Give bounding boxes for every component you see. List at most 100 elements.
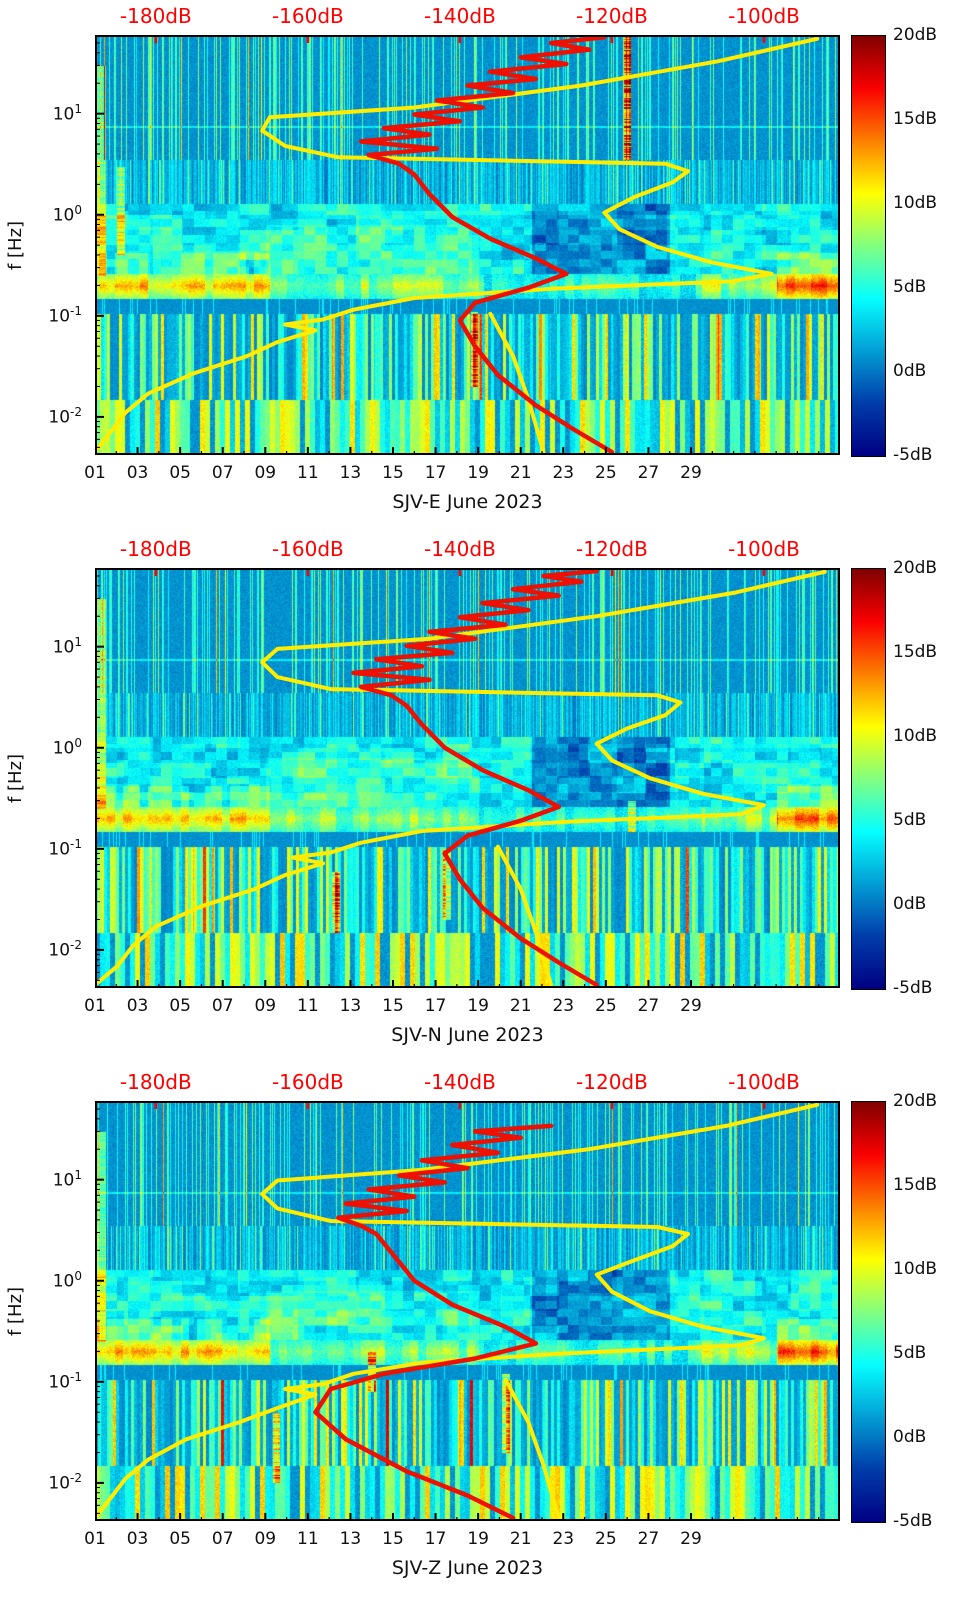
colorbar-tick-label: 15dB — [893, 1175, 938, 1195]
x-axis-tick-label: 13 — [339, 463, 362, 483]
x-axis-tick-label: 25 — [595, 1529, 617, 1549]
top-axis-tick-label: -100dB — [728, 537, 800, 561]
top-axis-tick-label: -180dB — [119, 4, 192, 28]
curves-and-axes-overlay — [95, 35, 840, 455]
colorbar-tick-label: 10dB — [893, 726, 938, 746]
x-axis-tick-label: 09 — [254, 996, 277, 1016]
x-axis-tick-label: 19 — [467, 463, 489, 483]
x-axis-tick-label: 15 — [382, 996, 404, 1016]
x-axis-tick-label: 09 — [254, 1529, 277, 1549]
y-axis-tick-label: 10-1 — [48, 836, 82, 860]
colorbar-tick-label: 15dB — [893, 642, 938, 662]
x-axis-tick-label: 15 — [382, 1529, 404, 1549]
spectrogram-panel-sjv-n: -180dB -160dB -140dB -120dB -100dB f [Hz] 10… — [0, 533, 962, 1066]
x-axis-tick-label: 25 — [595, 996, 617, 1016]
y-axis-label: f [Hz] — [2, 35, 30, 455]
top-axis-tick-label: -160dB — [271, 1070, 344, 1094]
y-axis-tick-label: 10-2 — [48, 937, 82, 961]
x-axis-tick-label: 27 — [637, 1529, 660, 1549]
plot-frame — [95, 1101, 840, 1521]
y-axis-tick-label: 10-2 — [48, 1470, 82, 1494]
x-axis-tick-label: 09 — [254, 463, 277, 483]
colorbar-gradient — [852, 569, 885, 989]
x-axis-tick-label: 07 — [211, 996, 234, 1016]
top-axis-tick-label: -140dB — [423, 1070, 496, 1094]
x-axis-tick-label: 23 — [552, 1529, 575, 1549]
x-axis-tick-label: 21 — [509, 463, 532, 483]
yellow-median-psd-curve — [95, 569, 827, 987]
x-axis-tick-label: 07 — [211, 463, 234, 483]
colorbar-tick-label: -5dB — [893, 445, 933, 465]
x-axis-tick-label: 21 — [509, 1529, 532, 1549]
x-axis-tick-label: 11 — [297, 1529, 319, 1549]
y-axis-tick-label: 101 — [52, 101, 82, 125]
x-axis-title: SJV-E June 2023 — [392, 491, 543, 513]
yellow-noise-curve-aux — [488, 311, 546, 454]
colorbar-tick-label: 15dB — [893, 109, 938, 129]
top-axis-tick-label: -140dB — [423, 4, 496, 28]
x-axis-tick-label: 29 — [680, 463, 702, 483]
curves-and-axes-overlay — [95, 568, 840, 988]
x-axis-tick-label: 17 — [424, 996, 447, 1016]
colorbar — [851, 35, 886, 457]
red-psd-curve — [358, 35, 615, 455]
top-axis-tick-label: -120dB — [576, 537, 648, 561]
colorbar-tick-label: -5dB — [893, 978, 933, 998]
yellow-median-psd-curve — [95, 1102, 820, 1520]
colorbar — [851, 568, 886, 990]
top-axis-tick-label: -180dB — [119, 1070, 192, 1094]
spectrogram-panel-sjv-z: -180dB -160dB -140dB -120dB -100dB f [Hz] 10… — [0, 1066, 962, 1599]
colorbar-tick-label: 10dB — [893, 1259, 938, 1279]
x-axis-tick-label: 25 — [595, 463, 617, 483]
colorbar-tick-label: 10dB — [893, 193, 938, 213]
x-axis-tick-label: 05 — [169, 463, 191, 483]
x-axis-tick-label: 03 — [126, 996, 149, 1016]
x-axis-tick-label: 01 — [84, 996, 106, 1016]
y-axis-label-text: f [Hz] — [5, 220, 27, 270]
yellow-noise-curve-aux — [495, 844, 554, 987]
colorbar-tick-label: 20dB — [893, 25, 938, 45]
colorbar-tick-label: -5dB — [893, 1511, 933, 1531]
colorbar — [851, 1101, 886, 1523]
x-axis-tick-label: 19 — [467, 996, 489, 1016]
y-axis-tick-label: 10-1 — [48, 1369, 82, 1393]
colorbar-tick-label: 0dB — [893, 361, 927, 381]
top-axis-tick-label: -160dB — [271, 4, 344, 28]
x-axis-tick-label: 03 — [126, 463, 149, 483]
plot-area — [95, 1101, 840, 1521]
x-axis-tick-label: 29 — [680, 1529, 702, 1549]
x-axis-tick-label: 13 — [339, 1529, 362, 1549]
red-psd-curve — [313, 1123, 554, 1521]
x-axis-title: SJV-Z June 2023 — [391, 1557, 544, 1579]
x-axis-tick-label: 11 — [297, 463, 319, 483]
top-axis-tick-label: -180dB — [119, 537, 192, 561]
colorbar-gradient — [852, 1102, 885, 1522]
x-axis-tick-label: 21 — [509, 996, 532, 1016]
top-axis-tick-label: -100dB — [728, 1070, 800, 1094]
x-axis-tick-label: 03 — [126, 1529, 149, 1549]
colorbar-gradient — [852, 36, 885, 456]
x-axis-tick-label: 13 — [339, 996, 362, 1016]
x-axis-tick-label: 23 — [552, 463, 575, 483]
colorbar-tick-label: 0dB — [893, 894, 927, 914]
y-axis-tick-label: 100 — [52, 1268, 82, 1292]
y-axis-label: f [Hz] — [2, 1101, 30, 1521]
x-axis-tick-label: 27 — [637, 463, 660, 483]
colorbar-tick-label: 5dB — [893, 1343, 927, 1363]
colorbar-tick-label: 5dB — [893, 277, 927, 297]
y-axis-tick-label: 100 — [52, 202, 82, 226]
x-axis-tick-label: 05 — [169, 1529, 191, 1549]
x-axis-tick-label: 17 — [424, 463, 447, 483]
colorbar-tick-label: 20dB — [893, 558, 938, 578]
x-axis-tick-label: 29 — [680, 996, 702, 1016]
y-axis-tick-label: 101 — [52, 1167, 82, 1191]
x-axis-tick-label: 07 — [211, 1529, 234, 1549]
x-axis-tick-label: 01 — [84, 1529, 106, 1549]
x-axis-title: SJV-N June 2023 — [391, 1024, 544, 1046]
yellow-median-psd-curve — [95, 36, 820, 454]
top-axis-tick-label: -140dB — [423, 537, 496, 561]
x-axis-tick-label: 15 — [382, 463, 404, 483]
y-axis-tick-label: 100 — [52, 735, 82, 759]
plot-frame — [95, 568, 840, 988]
colorbar-tick-label: 5dB — [893, 810, 927, 830]
